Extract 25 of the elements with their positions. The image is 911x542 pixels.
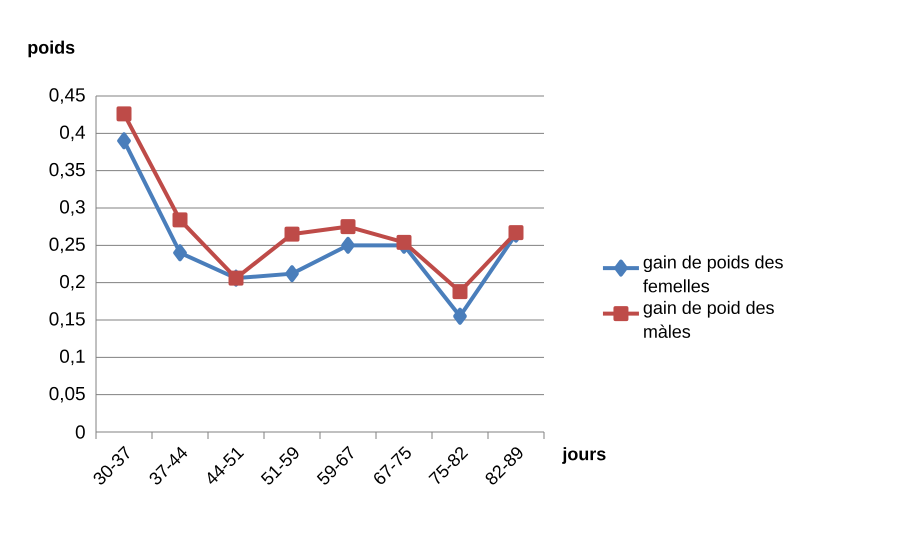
- point: [452, 284, 468, 300]
- legend-label: gain de poid des màles: [644, 300, 774, 338]
- point: [508, 225, 524, 240]
- y-tick-label: 0,15: [49, 312, 85, 328]
- point: [341, 236, 355, 254]
- y-tick-label: 0,1: [60, 350, 85, 366]
- point: [340, 219, 356, 234]
- point: [116, 106, 132, 122]
- point: [453, 308, 467, 325]
- point: [396, 234, 412, 250]
- y-tick-label: 0,45: [49, 88, 85, 104]
- y-axis-title: poids: [28, 40, 74, 58]
- y-tick-label: 0,3: [60, 200, 85, 216]
- point: [285, 265, 299, 282]
- x-axis-title: jours: [562, 447, 606, 464]
- y-tick-label: 0,35: [49, 162, 85, 178]
- y-tick-label: 0,4: [60, 126, 86, 142]
- point: [173, 244, 187, 262]
- point: [172, 212, 188, 228]
- point: [284, 226, 300, 242]
- point: [117, 132, 131, 150]
- y-tick-label: 0,2: [60, 274, 85, 290]
- y-tick-label: 0,25: [49, 238, 85, 254]
- y-tick-label: 0: [76, 425, 85, 439]
- y-tick-label: 0,05: [49, 386, 85, 402]
